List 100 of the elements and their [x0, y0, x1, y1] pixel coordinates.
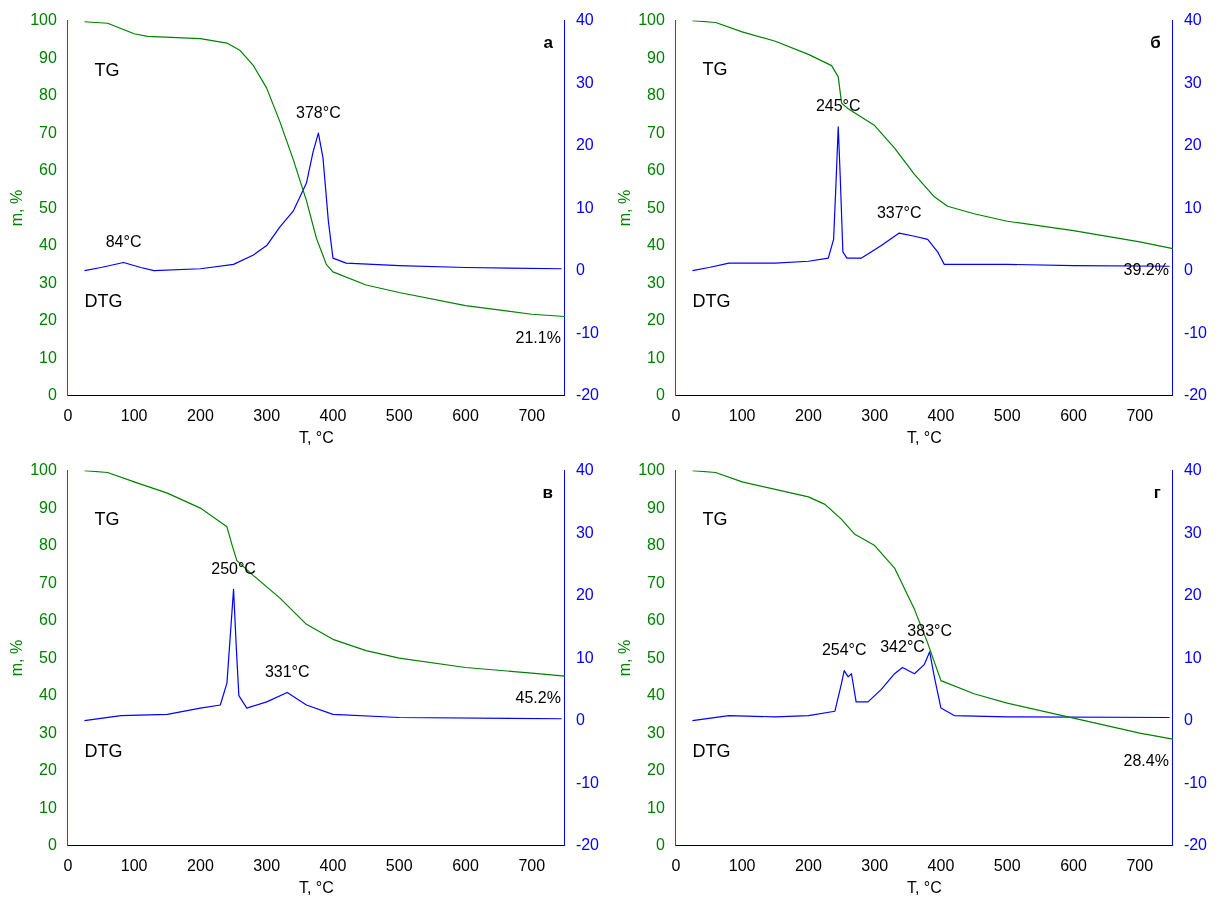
text: а	[543, 32, 554, 52]
x-tick-label: 700	[1126, 856, 1154, 874]
y-tick-label: 60	[39, 611, 57, 629]
y-tick-label: 30	[39, 723, 57, 741]
y-tick-label: 80	[39, 86, 57, 104]
y-axis-title: m, %	[616, 189, 634, 227]
y-tick-label: 10	[39, 348, 57, 366]
text: в	[542, 482, 553, 502]
text: г	[1153, 482, 1161, 502]
y-tick-label: 80	[647, 536, 665, 554]
y2-tick-label: 10	[1183, 198, 1202, 216]
y-tick-label: 90	[647, 498, 665, 516]
y2-tick-label: 40	[1183, 11, 1202, 29]
y-tick-label: 70	[39, 123, 57, 141]
y-tick-label: 0	[47, 386, 57, 404]
series-label: TG	[702, 58, 728, 79]
x-tick-label: 400	[319, 406, 347, 424]
x-tick-label: 0	[63, 856, 73, 874]
y-tick-label: 100	[638, 11, 665, 29]
y2-tick-label: -20	[1183, 386, 1208, 404]
annotation: 28.4%	[1123, 751, 1169, 769]
y-tick-label: 70	[647, 573, 665, 591]
x-tick-label: 600	[1060, 856, 1087, 874]
x-tick-label: 100	[120, 406, 148, 424]
y-tick-label: 60	[647, 161, 665, 179]
y-tick-label: 50	[39, 648, 57, 666]
series-label: DTG	[84, 740, 123, 761]
y2-tick-label: 20	[575, 136, 594, 154]
y2-tick-label: 10	[575, 648, 594, 666]
annotation: 337°C	[876, 203, 922, 221]
x-tick-label: 700	[518, 856, 546, 874]
y-axis-title: m, %	[616, 639, 634, 677]
y-tick-label: 80	[647, 86, 665, 104]
x-tick-label: 400	[927, 406, 955, 424]
series-label: TG	[94, 59, 120, 80]
y-tick-label: 90	[39, 48, 57, 66]
y2-tick-label: 30	[1183, 523, 1202, 541]
x-tick-label: 500	[385, 856, 413, 874]
y2-tick-label: 0	[1183, 261, 1193, 279]
y2-tick-label: 20	[1183, 586, 1202, 604]
y2-tick-label: 0	[575, 261, 585, 279]
series-label: DTG	[84, 290, 123, 311]
y-tick-label: 50	[647, 198, 665, 216]
x-tick-label: 0	[671, 856, 681, 874]
x-tick-label: 100	[728, 406, 756, 424]
series-label: DTG	[692, 290, 731, 311]
y-tick-label: 40	[39, 236, 57, 254]
annotation: 21.1%	[515, 328, 561, 346]
y-axis-title: m, %	[8, 639, 26, 677]
y2-tick-label: 30	[575, 73, 594, 91]
x-tick-label: 500	[993, 406, 1021, 424]
y-tick-label: 30	[647, 723, 665, 741]
y-tick-label: 50	[647, 648, 665, 666]
annotation: 45.2%	[515, 688, 561, 706]
x-tick-label: 400	[927, 856, 955, 874]
x-tick-label: 600	[1060, 406, 1087, 424]
y2-tick-label: -10	[1183, 773, 1208, 791]
y-tick-label: 100	[30, 11, 57, 29]
annotation: 342°C	[880, 637, 925, 655]
y-tick-label: 30	[39, 273, 57, 291]
y2-tick-label: 40	[575, 11, 594, 29]
y2-tick-label: -10	[575, 773, 600, 791]
y2-tick-label: 0	[575, 711, 585, 729]
y-tick-label: 100	[30, 461, 57, 479]
y2-tick-label: 20	[1183, 136, 1202, 154]
y-tick-label: 90	[647, 48, 665, 66]
y-tick-label: 90	[39, 498, 57, 516]
y2-tick-label: -20	[575, 386, 600, 404]
y2-tick-label: -20	[575, 836, 600, 854]
y2-tick-label: 40	[575, 461, 594, 479]
y-tick-label: 60	[39, 161, 57, 179]
y2-tick-label: 30	[575, 523, 594, 541]
x-tick-label: 100	[120, 856, 148, 874]
x-tick-label: 300	[861, 406, 889, 424]
x-axis-title: T, °C	[298, 878, 334, 896]
x-axis-title: T, °C	[298, 428, 334, 446]
y2-tick-label: 10	[575, 198, 594, 216]
text: б	[1150, 32, 1161, 52]
series-label: TG	[702, 508, 728, 529]
x-tick-label: 500	[993, 856, 1021, 874]
x-axis-title: T, °C	[906, 878, 942, 896]
x-tick-label: 0	[63, 406, 73, 424]
annotation: 378°C	[296, 103, 341, 121]
y2-tick-label: 30	[1183, 73, 1202, 91]
y2-tick-label: 40	[1183, 461, 1202, 479]
x-tick-label: 200	[795, 406, 822, 424]
y-tick-label: 0	[47, 836, 57, 854]
y-tick-label: 20	[647, 311, 665, 329]
x-tick-label: 300	[861, 856, 889, 874]
y-tick-label: 80	[39, 536, 57, 554]
annotation: 254°C	[821, 640, 867, 658]
x-tick-label: 200	[795, 856, 822, 874]
y-tick-label: 0	[655, 836, 665, 854]
series-label: TG	[94, 508, 120, 529]
y2-tick-label: -10	[575, 323, 600, 341]
y2-tick-label: -10	[1183, 323, 1208, 341]
y2-tick-label: 0	[1183, 711, 1193, 729]
y-tick-label: 20	[39, 761, 57, 779]
y2-tick-label: 10	[1183, 648, 1202, 666]
x-tick-label: 300	[253, 406, 281, 424]
